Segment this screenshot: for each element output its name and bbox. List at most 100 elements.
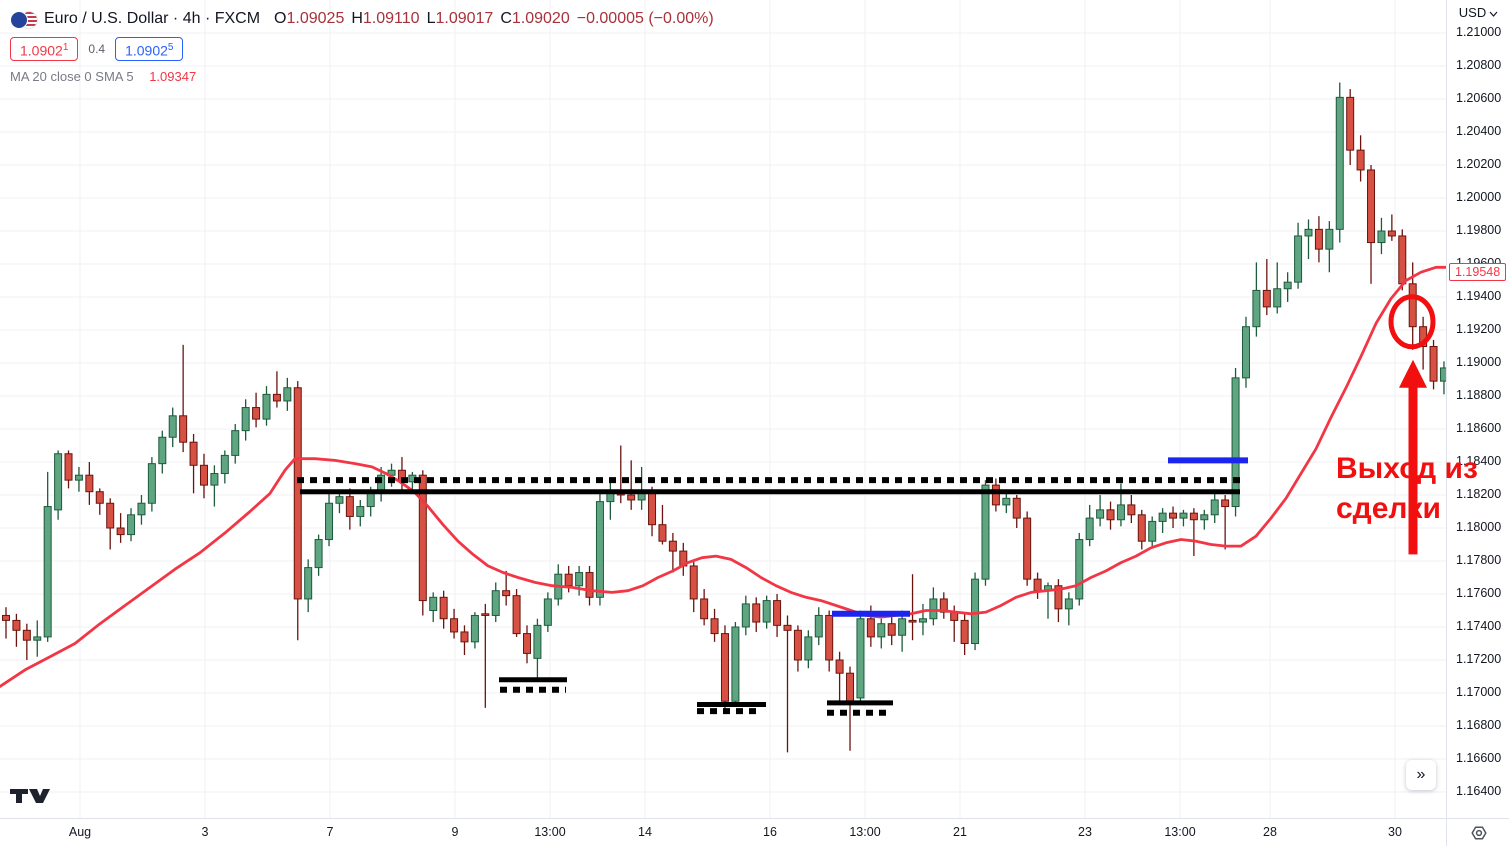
candle-body (1231, 377, 1240, 508)
currency-dropdown[interactable]: USD (1447, 5, 1509, 20)
candle-body (1075, 539, 1084, 600)
candle-body (43, 506, 52, 638)
candle-body (793, 629, 802, 661)
candle-body (314, 539, 323, 569)
candle-body (189, 441, 198, 466)
candle-body (887, 623, 896, 636)
indicator-label[interactable]: MA 20 close 0 SMA 5 (10, 69, 134, 84)
low-value: 1.09017 (435, 10, 494, 27)
symbol-pair-icon (10, 10, 38, 29)
exit-circle-marker[interactable] (1388, 294, 1436, 350)
candle-body (689, 565, 698, 600)
candle-body (106, 502, 115, 529)
candle-body (1127, 504, 1136, 516)
candle-body (481, 613, 490, 616)
candle-body (1096, 509, 1105, 519)
currency-label: USD (1458, 5, 1487, 20)
price-axis-label: 1.17800 (1456, 553, 1502, 567)
candle-body (252, 407, 261, 420)
candle-body (1439, 367, 1446, 382)
candle-body (210, 473, 219, 486)
last-price-tag: 1.19548 (1449, 262, 1507, 281)
ma-line[interactable] (0, 265, 1446, 688)
drawings (297, 294, 1436, 716)
tradingview-logo-icon[interactable] (8, 787, 50, 810)
candle-body (262, 393, 271, 420)
price-axis-label: 1.17600 (1456, 586, 1502, 600)
restore-panel-button[interactable]: » (1406, 760, 1436, 790)
price-axis[interactable]: USD 1.21000 1.20800 1.20600 1.20400 1.20200 1… (1446, 0, 1509, 818)
trade-exit-annotation[interactable]: Выход из сделки (1336, 449, 1478, 529)
candles (2, 82, 1446, 753)
candle-body (981, 484, 990, 580)
chart-plot[interactable] (0, 0, 1446, 818)
price-axis-label: 1.18600 (1456, 421, 1502, 435)
candle-body (1200, 514, 1209, 521)
spread-value: 0.4 (88, 42, 106, 56)
candle-body (637, 492, 646, 501)
time-axis[interactable]: Aug 3 7 9 13:00 14 16 13:00 21 23 13:00 28 30 (0, 818, 1509, 846)
candle-body (627, 494, 636, 501)
time-axis-label: Aug (68, 825, 92, 839)
candle-body (1012, 497, 1021, 519)
candle-body (1064, 598, 1073, 610)
candle-body (74, 474, 83, 481)
candle-body (179, 415, 188, 443)
price-axis-label: 1.19000 (1456, 355, 1502, 369)
candle-body (127, 514, 136, 536)
candle-body (2, 614, 10, 621)
candle-body (439, 596, 448, 620)
time-axis-label: 28 (1263, 825, 1277, 839)
candle-body (595, 501, 604, 598)
candle-body (991, 484, 1000, 506)
candle-body (731, 626, 740, 702)
candle-body (898, 618, 907, 636)
candle-body (877, 623, 886, 638)
candle-body (856, 618, 865, 699)
candle-body (1294, 235, 1303, 283)
candle-body (585, 572, 594, 598)
candle-body (1085, 517, 1094, 541)
candle-body (1169, 512, 1178, 519)
candle-body (1408, 283, 1417, 328)
price-axis-label: 1.19800 (1456, 223, 1502, 237)
candle-body (814, 614, 823, 638)
exit-arrow[interactable] (1399, 359, 1427, 555)
candle-body (960, 619, 969, 645)
candle-body (1106, 509, 1115, 521)
price-axis-label: 1.20600 (1456, 91, 1502, 105)
price-axis-label: 1.20400 (1456, 124, 1502, 138)
time-axis-label: 13:00 (849, 825, 881, 839)
candle-body (1314, 228, 1323, 250)
price-axis-label: 1.19200 (1456, 322, 1502, 336)
price-axis-label: 1.20800 (1456, 58, 1502, 72)
time-axis-label: 30 (1388, 825, 1402, 839)
candle-body (1252, 289, 1261, 328)
bid-price-button[interactable]: 1.09021 (10, 36, 79, 62)
ask-price-button[interactable]: 1.09025 (115, 36, 184, 62)
price-axis-label: 1.17200 (1456, 652, 1502, 666)
candle-body (1429, 346, 1438, 382)
candle-body (54, 453, 63, 511)
candle-body (460, 631, 469, 643)
price-axis-label: 1.16600 (1456, 751, 1502, 765)
candle-body (356, 506, 365, 517)
candle-body (502, 590, 511, 597)
candle-body (543, 598, 552, 626)
candle-body (304, 567, 313, 600)
close-label: C (500, 10, 512, 27)
open-label: O (274, 10, 287, 27)
price-axis-label: 1.16800 (1456, 718, 1502, 732)
high-value: 1.09110 (362, 10, 420, 27)
gear-icon[interactable] (1469, 823, 1489, 843)
candle-body (116, 527, 125, 536)
symbol-title[interactable]: Euro / U.S. Dollar · 4h · FXCM (44, 10, 261, 27)
candle-body (1116, 504, 1125, 521)
candle-body (85, 474, 94, 493)
candle-body (804, 636, 813, 661)
candle-body (64, 453, 73, 481)
candle-body (648, 492, 657, 526)
price-axis-label: 1.18800 (1456, 388, 1502, 402)
candle-body (345, 496, 354, 517)
candle-body (33, 636, 42, 641)
